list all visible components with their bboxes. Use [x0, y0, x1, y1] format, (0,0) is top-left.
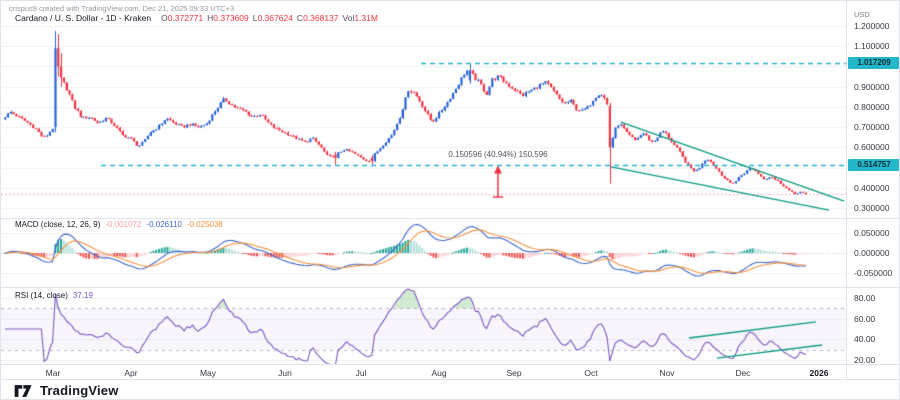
macd-signal-value: -0.025038	[186, 220, 223, 229]
time-axis[interactable]: Mar Apr May Jun Jul Aug Sep Oct Nov Dec 2026	[1, 365, 846, 379]
rsi-tick-label: 20.00	[854, 355, 876, 365]
time-tick-label: Aug	[431, 368, 447, 378]
time-tick-label: Nov	[659, 368, 675, 378]
price-line-tag: 0.514757	[848, 158, 899, 171]
volume-value: 1.31M	[354, 13, 378, 23]
time-tick-label: Dec	[735, 368, 751, 378]
price-line-tag: 1.017209	[848, 56, 899, 69]
close-value: 0.368137	[303, 13, 339, 23]
rsi-tick-label: 40.00	[854, 334, 876, 345]
panel-divider	[1, 379, 899, 380]
time-tick-label: Mar	[45, 368, 61, 378]
price-tick-label: 0.300000	[854, 203, 890, 213]
high-label: H	[207, 13, 214, 23]
price-tick-label: 0.700000	[854, 122, 890, 133]
open-value: 0.372771	[167, 13, 204, 23]
time-tick-label: May	[199, 368, 217, 378]
price-tick-label: 0.800000	[854, 101, 890, 112]
price-tick-label: 1.100000	[854, 41, 890, 52]
rsi-value: 37.19	[72, 291, 93, 300]
rsi-legend[interactable]: RSI (14, close) 37.19	[15, 291, 93, 300]
price-tick-label: 0.900000	[854, 81, 890, 92]
macd-hist-value: -0.001072	[105, 220, 142, 229]
macd-legend[interactable]: MACD (close, 12, 26, 9) -0.001072 -0.02611…	[15, 220, 223, 229]
price-axis[interactable]: USD 1.2000001.1000001.0000000.9000000.80…	[846, 1, 899, 379]
time-tick-label: Jun	[278, 368, 292, 378]
macd-tick-label: -0.050000	[854, 268, 893, 278]
watermark: crispus9 created with TradingView.com, D…	[9, 4, 235, 13]
price-tick-label: 0.400000	[854, 182, 890, 193]
high-value: 0.373609	[213, 13, 249, 23]
brand-name[interactable]: TradingView	[40, 383, 119, 398]
measure-annotation[interactable]: 0.150596 (40.94%) 150,596	[448, 150, 548, 159]
panel-divider	[1, 364, 899, 365]
price-tick-label: 1.200000	[854, 21, 890, 31]
low-value: 0.367624	[257, 13, 293, 23]
time-tick-label: Jul	[355, 368, 367, 378]
open-label: O	[161, 13, 168, 23]
rsi-tick-label: 60.00	[854, 313, 876, 324]
rsi-tick-label: 80.00	[854, 293, 876, 303]
time-tick-label: Oct	[584, 368, 598, 378]
macd-tick-label: 0.000000	[854, 248, 890, 258]
tradingview-logo-icon[interactable]	[14, 384, 34, 398]
time-tick-label: Sep	[506, 368, 522, 378]
macd-title: MACD (close, 12, 26, 9)	[15, 220, 101, 229]
time-tick-label: 2026	[809, 368, 829, 378]
volume-label: Vol	[342, 13, 355, 23]
footer: TradingView	[1, 380, 899, 399]
rsi-title: RSI (14, close)	[15, 291, 68, 300]
panel-divider	[1, 218, 899, 219]
time-tick-label: Apr	[124, 368, 138, 378]
close-label: C	[296, 13, 304, 23]
macd-tick-label: 0.050000	[854, 228, 890, 238]
symbol-title: Cardano / U. S. Dollar - 1D - Kraken	[15, 13, 152, 23]
price-tick-label: 0.600000	[854, 142, 890, 153]
symbol-legend[interactable]: Cardano / U. S. Dollar - 1D - Kraken O0.3…	[15, 13, 378, 23]
panel-divider	[1, 287, 899, 288]
low-label: L	[252, 13, 258, 23]
currency-label: USD	[854, 10, 870, 19]
macd-line-value: -0.026110	[146, 220, 182, 229]
